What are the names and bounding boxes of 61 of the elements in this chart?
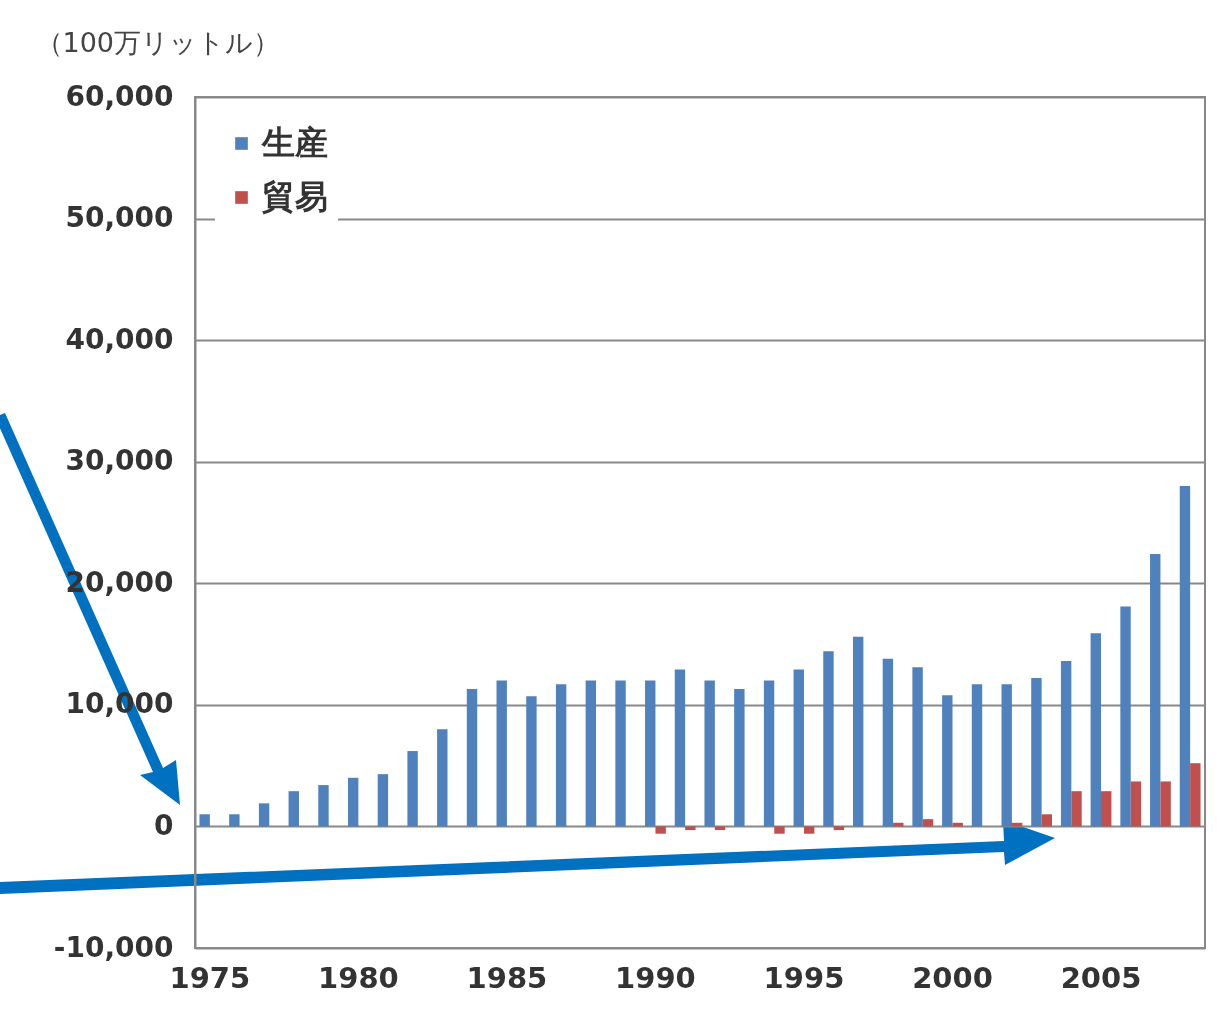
x-tick-label: 1995 [763,960,845,995]
bar [1071,791,1082,827]
bar [645,680,656,827]
bar [922,819,934,827]
bar [1160,781,1171,827]
bar [526,696,537,827]
y-tick-label: 60,000 [65,79,174,113]
bar [1031,678,1042,827]
bar [823,651,834,827]
bar [466,689,478,827]
bar [655,826,666,834]
bar [229,814,240,827]
bar [1001,684,1012,827]
bar [496,680,507,827]
bar [734,689,745,827]
x-tick-label: 1990 [615,960,696,995]
y-axis-title: （100万リットル） [35,26,281,58]
bar [1120,606,1131,827]
bar [347,777,359,827]
bar [1179,486,1191,827]
bar [704,680,715,827]
y-tick-label: 50,000 [65,201,174,235]
bar [1090,633,1102,827]
bar [763,680,775,827]
bar [1150,554,1161,827]
x-tick-label: 2000 [912,960,993,995]
bar [407,751,418,827]
bar [1060,661,1072,827]
bar [1130,781,1142,827]
bar [1101,791,1112,827]
bar [615,680,626,827]
legend-label: 生産 [261,122,328,162]
bar [803,826,815,834]
bar [437,729,448,827]
bar [674,669,686,827]
bar [793,669,804,827]
bar [882,658,894,827]
bar [774,826,785,834]
bar [377,774,389,827]
bar [555,684,567,827]
y-tick-label: 40,000 [65,322,174,356]
bar [714,826,726,831]
bar [199,814,210,827]
legend-label: 貿易 [262,176,328,216]
y-tick-label: 30,000 [65,444,174,478]
x-tick-label: 1980 [318,960,399,995]
bar [942,695,953,827]
bar [971,684,983,827]
bar [1190,763,1201,827]
bar [288,791,299,827]
bar [318,785,329,827]
x-tick-label: 2005 [1060,960,1142,995]
bar [685,826,696,831]
bar [912,667,923,827]
bar [1041,814,1053,827]
bar [852,636,864,827]
bar [833,826,845,831]
x-tick-label: 1985 [466,960,548,995]
y-tick-label: 0 [154,808,174,842]
bar [585,680,597,827]
bar [258,803,270,827]
